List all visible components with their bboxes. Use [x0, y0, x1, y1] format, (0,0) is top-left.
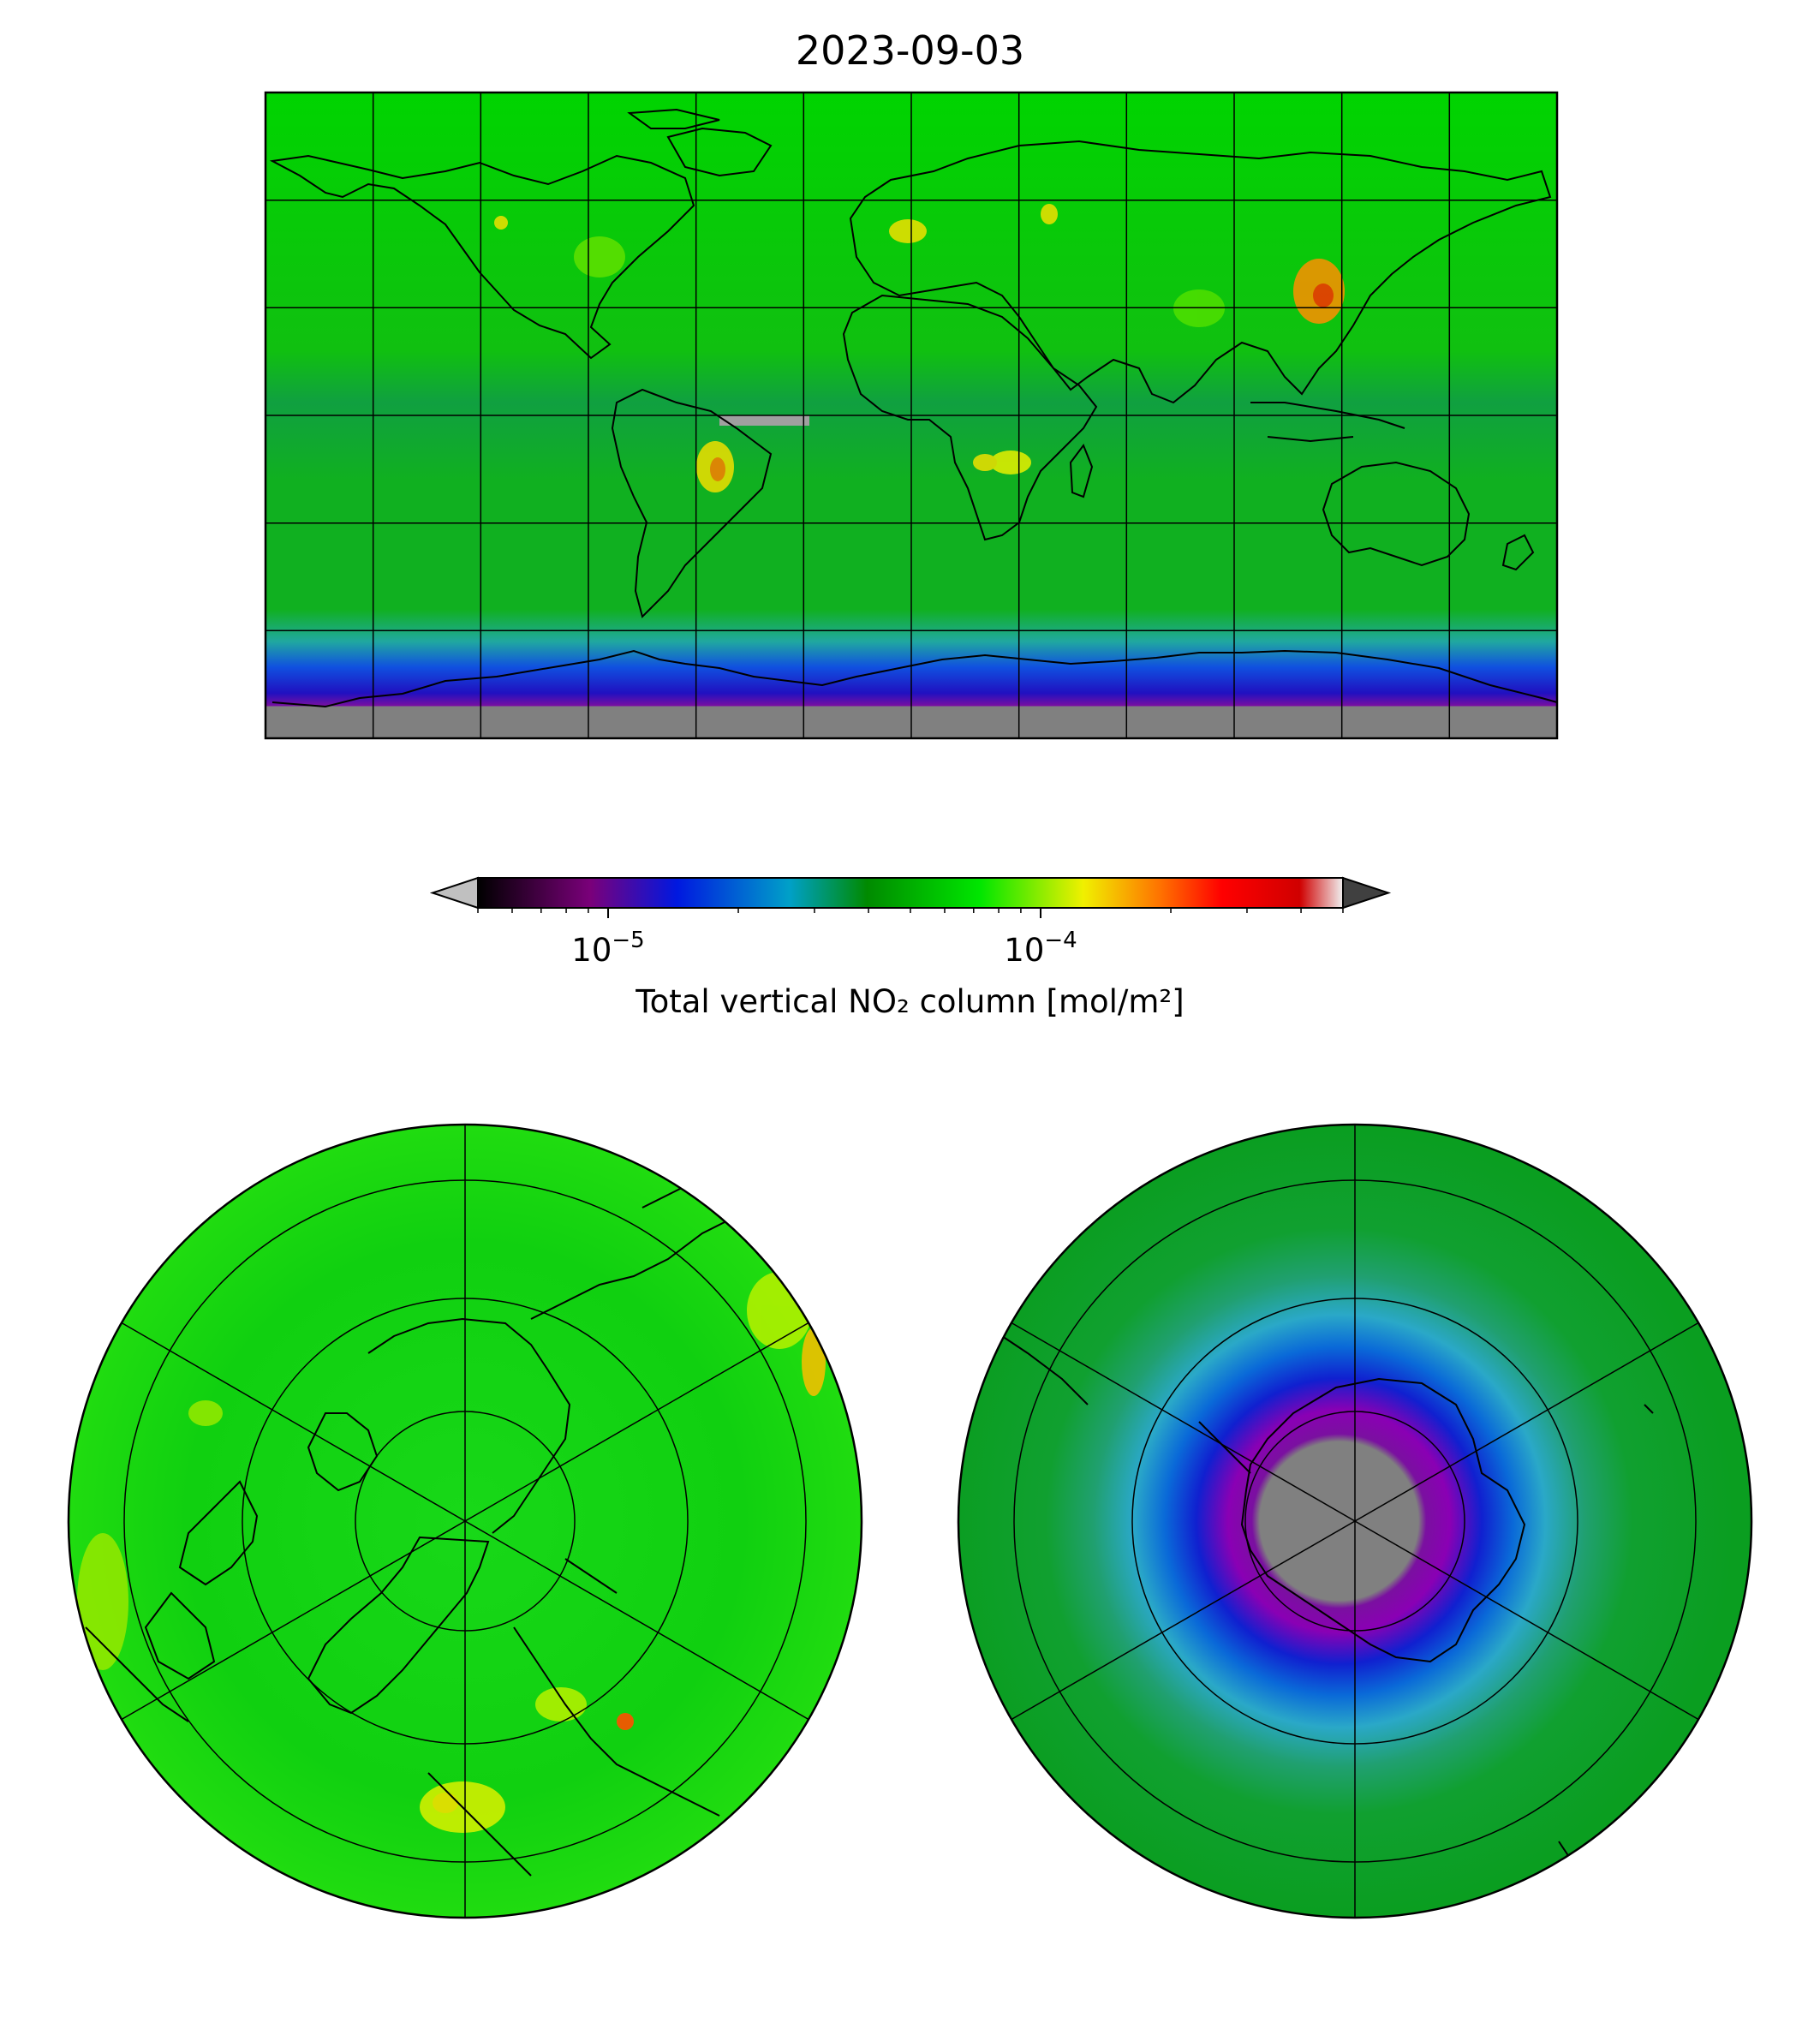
- colorbar-label: Total vertical NO₂ column [mol/m²]: [636, 983, 1184, 1020]
- global-map-frame: [264, 91, 1559, 740]
- north-polar-map: [67, 1123, 863, 1919]
- colorbar-over-extension: [1342, 876, 1392, 910]
- global-gridlines: [266, 92, 1557, 738]
- colorbar: [429, 876, 1392, 918]
- north-polar-gridlines: [121, 1125, 809, 1918]
- colorbar-tick-label-1e-5: 10−5: [571, 928, 645, 969]
- colorbar-ticks: [477, 908, 1344, 918]
- global-coastlines: [269, 108, 1558, 708]
- south-polar-frame: [957, 1123, 1753, 1919]
- south-polar-gridlines: [1011, 1125, 1699, 1918]
- colorbar-gradient: [478, 878, 1343, 908]
- figure-title: 2023-09-03: [795, 27, 1025, 74]
- colorbar-tick-label-1e-4: 10−4: [1004, 928, 1077, 969]
- north-polar-frame: [67, 1123, 863, 1919]
- missing-data-strip: [719, 415, 809, 426]
- global-map: [264, 91, 1559, 740]
- north-polar-hotspots: [77, 1272, 826, 1833]
- south-polar-map: [957, 1123, 1753, 1919]
- colorbar-under-extension: [429, 876, 479, 910]
